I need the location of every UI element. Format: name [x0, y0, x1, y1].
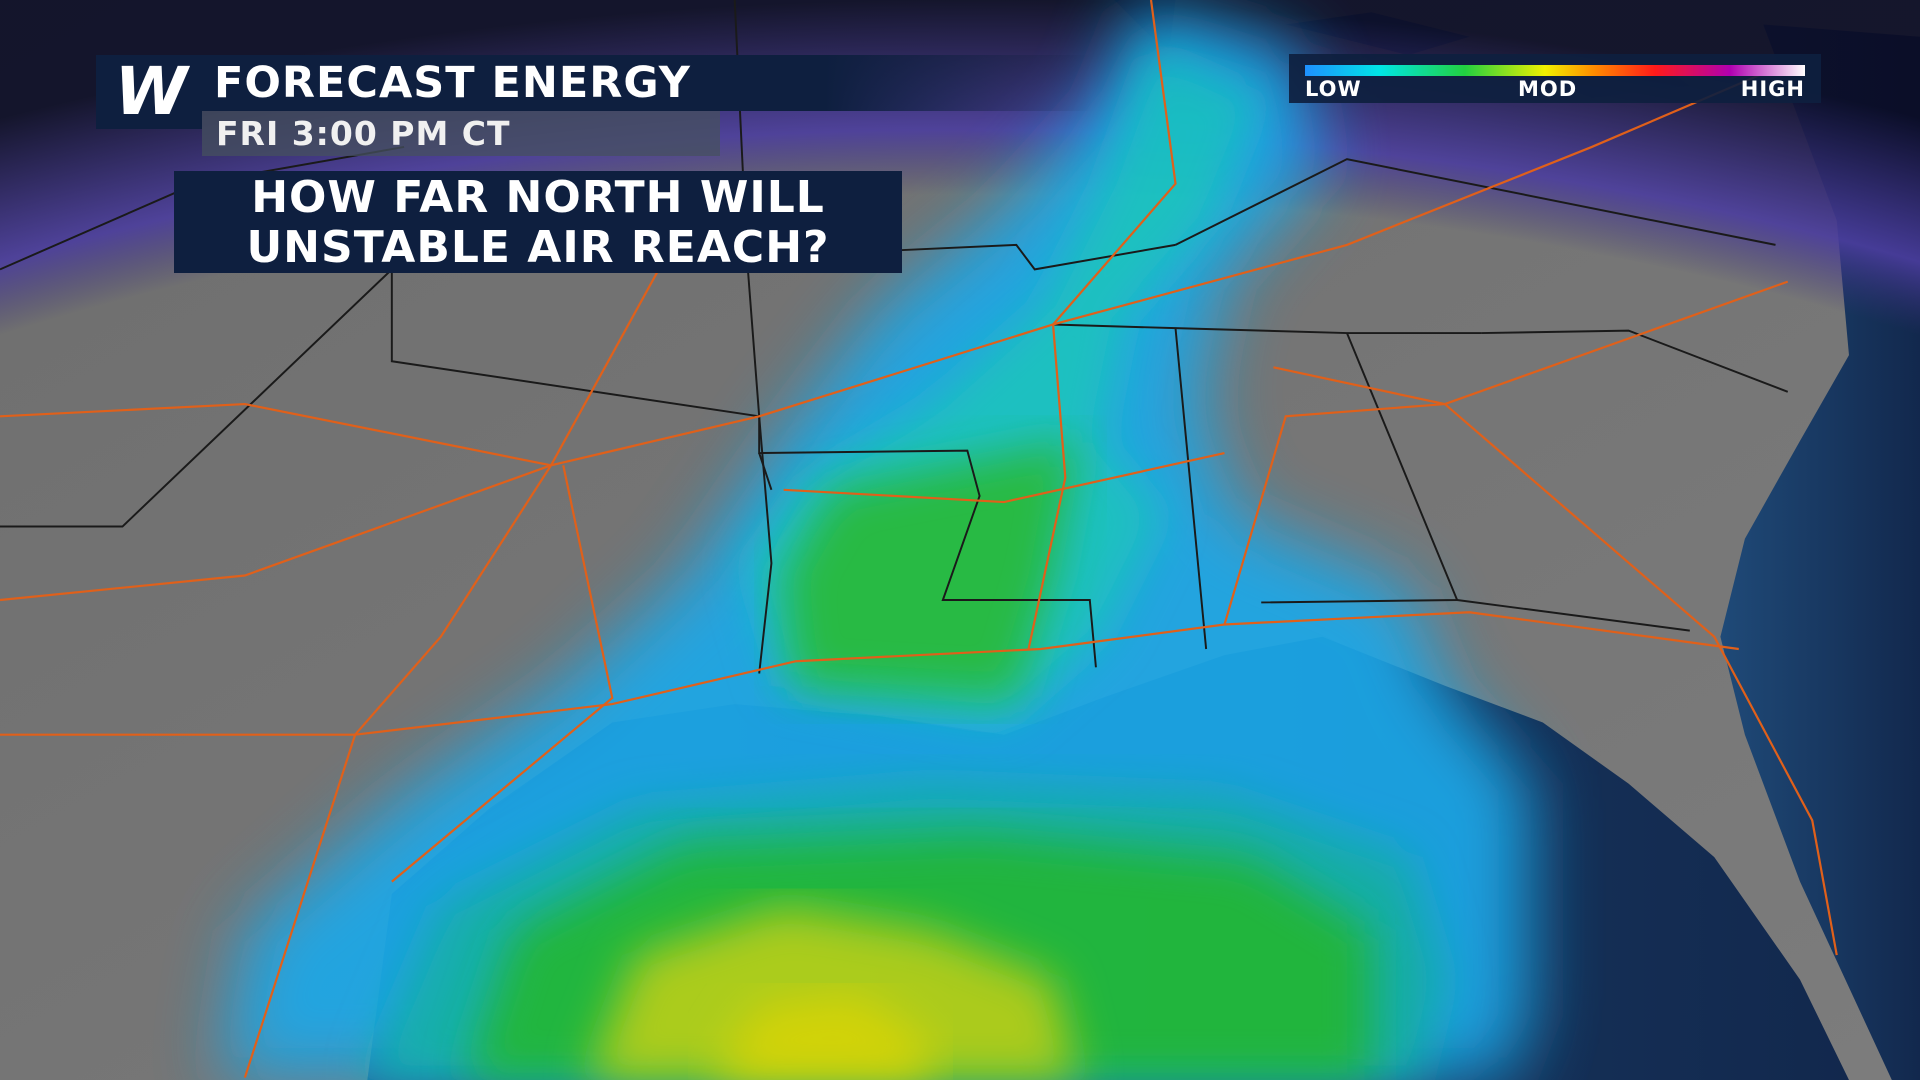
legend-label: MOD: [1518, 77, 1578, 101]
legend: LOW MOD HIGH: [1289, 54, 1821, 103]
logo: W: [96, 55, 202, 129]
question-line: UNSTABLE AIR REACH?: [246, 222, 830, 273]
question-box: HOW FAR NORTH WILL UNSTABLE AIR REACH?: [174, 171, 902, 273]
question-line: HOW FAR NORTH WILL: [251, 172, 825, 223]
title: FORECAST ENERGY: [202, 55, 1092, 111]
legend-color-bar: [1305, 65, 1805, 76]
energy-overlay: [220, 0, 1531, 1080]
legend-label: LOW: [1305, 77, 1362, 101]
forecast-time: FRI 3:00 PM CT: [202, 111, 720, 156]
highways: [0, 0, 1838, 1078]
legend-label: HIGH: [1740, 77, 1805, 101]
state-borders: [0, 0, 1789, 674]
